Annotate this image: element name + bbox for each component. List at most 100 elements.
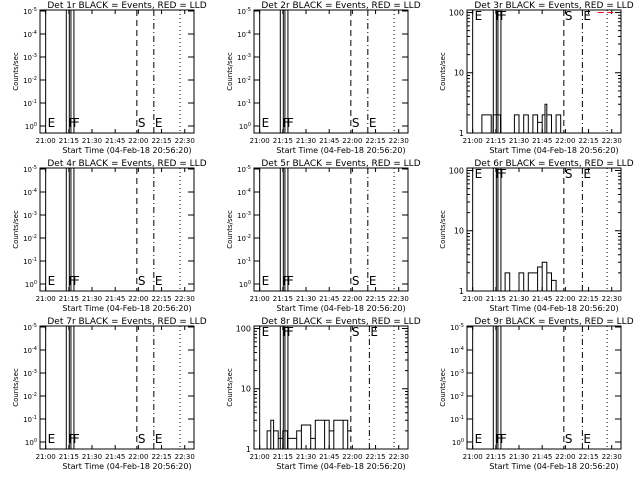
panel-title: Det 1r BLACK = Events, RED = LLD — [47, 1, 206, 11]
marker-label: E — [583, 167, 591, 181]
x-tick-label: 22:00 — [342, 453, 362, 461]
x-axis-label: Start Time (04-Feb-18 20:56:20) — [276, 146, 405, 155]
x-axis-label: Start Time (04-Feb-18 20:56:20) — [489, 462, 618, 471]
marker-label: E — [475, 9, 483, 23]
x-tick-label: 21:30 — [509, 453, 529, 461]
x-tick-label: 22:15 — [578, 137, 598, 145]
y-tick-label: 10-2 — [237, 234, 251, 243]
y-tick-label: 10-3 — [23, 53, 37, 62]
marker-label: F — [495, 167, 502, 181]
x-tick-label: 21:30 — [82, 295, 102, 303]
x-tick-label: 22:00 — [555, 453, 575, 461]
marker-label: F — [287, 274, 294, 288]
panel-title: Det 8r BLACK = Events, RED = LLD — [261, 317, 420, 327]
y-tick-label: 10-3 — [450, 369, 464, 378]
x-tick-label: 22:00 — [342, 137, 362, 145]
y-tick-label: 10 — [454, 227, 464, 236]
x-tick-label: 22:15 — [151, 137, 171, 145]
marker-label: F — [287, 325, 294, 339]
y-tick-label: 10-4 — [23, 188, 37, 197]
x-tick-label: 21:15 — [59, 295, 79, 303]
panel-2: Det 2r BLACK = Events, RED = LLD Counts/s… — [226, 1, 421, 155]
plot-frame — [39, 9, 195, 134]
y-axis-label: Counts/sec — [439, 368, 447, 407]
y-tick-label: 10-1 — [237, 257, 251, 266]
x-axis-label: Start Time (04-Feb-18 20:56:20) — [62, 462, 191, 471]
y-tick-label: 10-3 — [23, 369, 37, 378]
x-axis-label: Start Time (04-Feb-18 20:56:20) — [276, 304, 405, 313]
y-tick-label: 100 — [239, 280, 251, 289]
x-tick-label: 21:45 — [319, 137, 339, 145]
x-tick-label: 21:45 — [532, 453, 552, 461]
marker-label: F — [73, 116, 80, 130]
y-tick-label: 1 — [459, 287, 464, 296]
panel-1: Det 1r BLACK = Events, RED = LLD Counts/s… — [12, 1, 207, 155]
y-tick-label: 10-1 — [237, 99, 251, 108]
y-tick-label: 10-4 — [237, 188, 251, 197]
y-tick-label: 10-2 — [23, 76, 37, 85]
x-tick-label: 22:30 — [389, 137, 409, 145]
marker-label: E — [369, 116, 377, 130]
y-tick-label: 10-3 — [23, 211, 37, 220]
marker-label: S — [565, 432, 573, 446]
x-tick-label: 22:30 — [389, 453, 409, 461]
marker-label: S — [352, 116, 360, 130]
x-tick-label: 21:15 — [273, 295, 293, 303]
marker-label: S — [565, 9, 573, 23]
marker-label: F — [282, 116, 289, 130]
panel-title: Det 5r BLACK = Events, RED = LLD — [261, 159, 420, 169]
events-series — [266, 419, 352, 449]
y-tick-label: 10-2 — [237, 76, 251, 85]
marker-label: E — [48, 116, 56, 130]
y-tick-label: 100 — [449, 166, 464, 175]
x-tick-label: 22:30 — [175, 453, 195, 461]
marker-label: E — [262, 325, 270, 339]
x-tick-label: 21:45 — [105, 295, 125, 303]
x-tick-label: 21:15 — [486, 295, 506, 303]
marker-label: E — [583, 432, 591, 446]
y-tick-label: 10-1 — [23, 415, 37, 424]
marker-label: E — [475, 432, 483, 446]
x-tick-label: 21:45 — [319, 453, 339, 461]
x-tick-label: 22:00 — [128, 295, 148, 303]
x-tick-label: 21:15 — [486, 453, 506, 461]
x-tick-label: 22:00 — [128, 137, 148, 145]
y-tick-label: 100 — [25, 280, 37, 289]
marker-label: E — [155, 116, 163, 130]
x-tick-label: 21:45 — [319, 295, 339, 303]
y-tick-label: 100 — [452, 438, 464, 447]
y-tick-label: 10-4 — [450, 346, 464, 355]
x-tick-label: 21:00 — [36, 137, 56, 145]
plot-frame — [253, 325, 409, 450]
y-tick-label: 100 — [25, 122, 37, 131]
y-tick-label: 10-4 — [23, 30, 37, 39]
panel-title: Det 6r BLACK = Events, RED = LLD — [474, 159, 633, 169]
x-tick-label: 21:15 — [59, 137, 79, 145]
y-tick-label: 10-3 — [237, 53, 251, 62]
x-tick-label: 21:30 — [82, 137, 102, 145]
y-tick-label: 10-1 — [23, 99, 37, 108]
y-tick-label: 10-3 — [237, 211, 251, 220]
x-tick-label: 21:30 — [82, 453, 102, 461]
y-tick-label: 10-2 — [23, 392, 37, 401]
marker-label: F — [68, 432, 75, 446]
y-tick-label: 10-5 — [237, 7, 251, 16]
x-tick-label: 22:15 — [365, 453, 385, 461]
x-tick-label: 22:00 — [342, 295, 362, 303]
marker-label: S — [138, 116, 146, 130]
plot-frame — [466, 325, 622, 450]
y-tick-label: 100 — [449, 8, 464, 17]
y-axis-label: Counts/sec — [439, 210, 447, 249]
x-tick-label: 21:00 — [463, 295, 483, 303]
panel-4: Det 4r BLACK = Events, RED = LLD Counts/s… — [12, 159, 207, 313]
marker-label: F — [282, 274, 289, 288]
marker-label: F — [73, 274, 80, 288]
y-axis-label: Counts/sec — [12, 52, 20, 91]
y-axis-label: Counts/sec — [12, 368, 20, 407]
marker-label: E — [475, 167, 483, 181]
marker-label: E — [262, 274, 270, 288]
panel-9: Det 9r BLACK = Events, RED = LLD Counts/s… — [439, 317, 634, 471]
events-series — [472, 103, 565, 134]
marker-label: F — [68, 116, 75, 130]
panel-title: Det 2r BLACK = Events, RED = LLD — [261, 1, 420, 11]
